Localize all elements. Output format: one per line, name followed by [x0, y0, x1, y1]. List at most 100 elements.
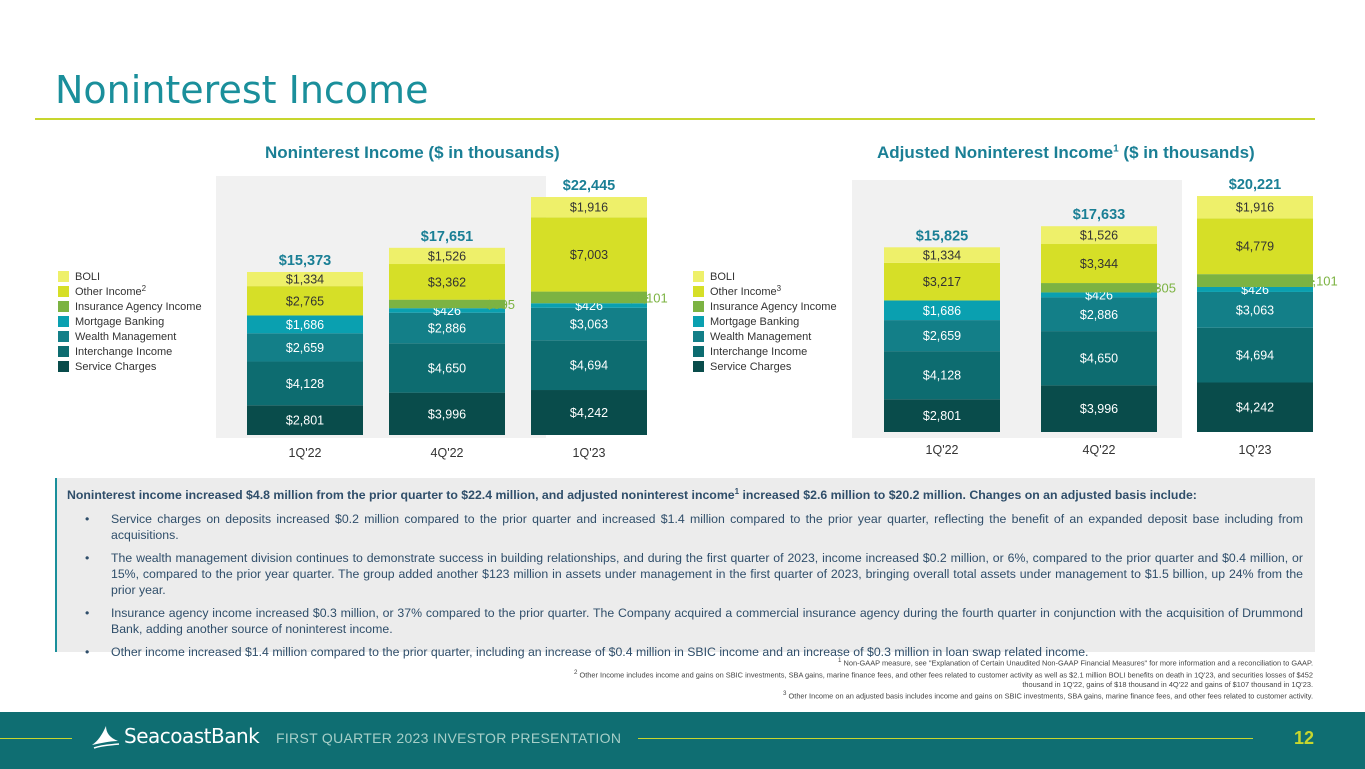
callout-label: $805 [1147, 281, 1176, 296]
bullet-dot: • [85, 645, 90, 660]
legend-label: BOLI [710, 270, 736, 283]
bar-segment [389, 264, 505, 300]
bar-segment [884, 262, 1000, 301]
bar-segment [884, 300, 1000, 321]
data-label: $1,916 [570, 201, 608, 215]
bar-segment [1197, 274, 1313, 287]
legend-label: Mortgage Banking [710, 315, 800, 328]
bar-segment [531, 217, 647, 292]
footnote-2: 2 Other Income includes income and gains… [553, 668, 1313, 689]
legend-swatch [693, 286, 704, 297]
category-label: 4Q'22 [431, 446, 464, 460]
bar-segment [531, 307, 647, 341]
wave-logo-icon [92, 726, 120, 749]
legend-item: Wealth Management [58, 329, 202, 344]
bar-segment [531, 291, 647, 304]
legend-item: Other Income 3 [693, 284, 837, 299]
footnote-1: 1 Non-GAAP measure, see "Explanation of … [553, 656, 1313, 668]
footnote-3: 3 Other Income on an adjusted basis incl… [553, 689, 1313, 701]
data-label: $2,801 [923, 409, 961, 423]
data-label: $3,996 [428, 407, 466, 421]
legend-item: Other Income 2 [58, 284, 202, 299]
bar-segment [1041, 331, 1157, 386]
footer-line-right [638, 738, 1253, 739]
data-label: $4,779 [1236, 240, 1274, 254]
callout-label: $805 [486, 297, 515, 312]
summary-bullet: • Insurance agency income increased $0.3… [67, 605, 1307, 637]
summary-heading-sup: 1 [734, 487, 740, 496]
summary-heading-b: increased $2.6 million to $20.2 million.… [739, 488, 1197, 503]
callout-line [1144, 287, 1159, 290]
callout-line [1295, 280, 1315, 283]
bar-segment [247, 405, 363, 435]
bar-segment [531, 390, 647, 435]
data-label: $1,526 [1080, 229, 1118, 243]
bullet-text: The wealth management division continues… [111, 551, 1303, 598]
total-label: $20,221 [1229, 177, 1281, 193]
data-label: $2,801 [286, 414, 324, 428]
bullet-text: Service charges on deposits increased $0… [111, 512, 1303, 543]
footer: SeacoastBank FIRST QUARTER 2023 INVESTOR… [0, 712, 1365, 769]
logo[interactable]: SeacoastBank [90, 723, 260, 749]
legend-swatch [693, 316, 704, 327]
summary-bullet: • The wealth management division continu… [67, 550, 1307, 598]
chart-title-right-text: Adjusted Noninterest Income [877, 143, 1114, 162]
data-label: $1,334 [923, 249, 961, 263]
footnote-3-num: 3 [783, 689, 787, 697]
legend-label: Other Income [75, 285, 142, 298]
bar-segment [247, 333, 363, 362]
legend-right: BOLI Other Income 3 Insurance Agency Income… [693, 269, 837, 374]
bar-segment [1041, 292, 1157, 298]
bar-segment [247, 361, 363, 406]
bar-segment [1041, 226, 1157, 245]
legend-item: Interchange Income [58, 344, 202, 359]
legend-item: Mortgage Banking [58, 314, 202, 329]
bar-segment [389, 343, 505, 393]
legend-swatch [693, 346, 704, 357]
legend-swatch [693, 331, 704, 342]
footnote-2-num: 2 [574, 668, 578, 676]
bar-segment [389, 308, 505, 313]
data-label: $2,765 [286, 294, 324, 308]
data-label: $1,686 [286, 318, 324, 332]
legend-swatch [693, 361, 704, 372]
category-label: 1Q'23 [573, 446, 606, 460]
footnote-3-text: Other Income on an adjusted basis includ… [786, 691, 1313, 701]
data-label: $3,063 [1236, 303, 1274, 317]
footnotes: 1 Non-GAAP measure, see "Explanation of … [553, 656, 1313, 701]
bar-segment [1197, 286, 1313, 292]
chart-title-right-sup: 1 [1113, 143, 1119, 155]
data-label: $4,242 [570, 406, 608, 420]
legend-label: Interchange Income [710, 345, 808, 358]
bullet-text: Other income increased $1.4 million comp… [111, 645, 1089, 660]
summary-heading: Noninterest income increased $4.8 millio… [67, 484, 1307, 503]
bar-segment [247, 286, 363, 316]
legend-label: Insurance Agency Income [75, 300, 202, 313]
footnote-1-text: Non-GAAP measure, see "Explanation of Ce… [841, 658, 1313, 668]
legend-swatch [58, 316, 69, 327]
data-label: $2,886 [1080, 308, 1118, 322]
data-label: $1,526 [428, 249, 466, 263]
total-label: $15,373 [279, 253, 331, 269]
bar-segment [884, 320, 1000, 352]
chart-title-right-suffix: ($ in thousands) [1118, 143, 1255, 162]
page-number: 12 [1294, 728, 1315, 748]
bar-segment [1197, 291, 1313, 328]
bar-segment [1197, 327, 1313, 383]
category-label: 1Q'23 [1239, 443, 1272, 457]
legend-sup: 2 [141, 284, 147, 293]
bar-segment [884, 399, 1000, 432]
legend-label: Service Charges [710, 360, 792, 373]
legend-swatch [58, 361, 69, 372]
legend-swatch [693, 301, 704, 312]
legend-label: Interchange Income [75, 345, 173, 358]
bullet-dot: • [85, 551, 90, 566]
data-label: $3,063 [570, 318, 608, 332]
bar-segment [1041, 244, 1157, 284]
bar-segment [389, 299, 505, 309]
data-label: $1,334 [286, 273, 324, 287]
footer-line-left [0, 738, 72, 739]
category-label: 1Q'22 [926, 443, 959, 457]
legend-label: BOLI [75, 270, 101, 283]
bullet-text: Insurance agency income increased $0.3 m… [111, 606, 1303, 637]
